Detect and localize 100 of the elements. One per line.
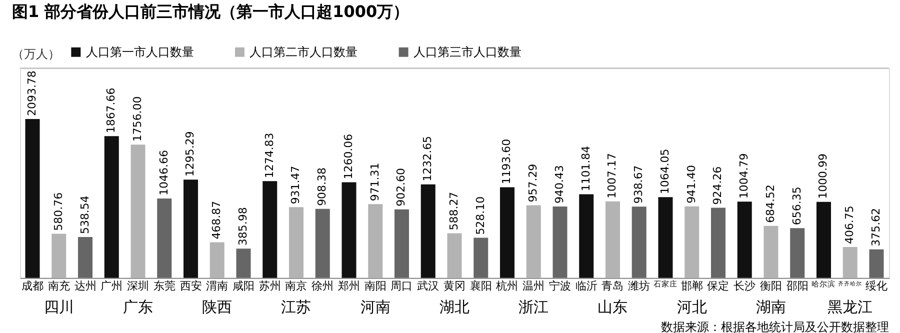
- data-label: 385.98: [236, 207, 250, 246]
- text: 河南: [360, 298, 390, 316]
- x-tick-label: 达州: [74, 279, 96, 292]
- x-tick-label: 南京: [285, 279, 308, 292]
- data-label: 941.40: [684, 165, 698, 204]
- data-label: 908.38: [316, 168, 329, 206]
- bar: [315, 208, 330, 278]
- data-label: 580.76: [52, 192, 65, 231]
- x-tick-label: 绥化: [865, 279, 888, 292]
- data-label: 656.35: [790, 186, 804, 226]
- data-label: 1193.60: [500, 138, 514, 184]
- text: 湖北: [439, 298, 470, 316]
- bar: [25, 118, 40, 278]
- x-tick-label: 广州: [100, 279, 123, 292]
- text: 山东: [598, 298, 628, 316]
- bar: [816, 202, 831, 278]
- bar: [500, 187, 514, 278]
- data-label: 1004.79: [738, 153, 751, 199]
- data-label: 538.54: [78, 196, 92, 234]
- bar: [262, 181, 278, 278]
- x-tick-label: 成都: [22, 279, 44, 292]
- data-label: 1007.17: [606, 153, 619, 198]
- text: 湖南: [756, 298, 786, 316]
- bar: [157, 198, 172, 278]
- chart-title: 图1 部分省份人口前三市情况（第一市人口超1000万）: [12, 2, 410, 22]
- bar: [184, 180, 198, 278]
- bar: [368, 204, 383, 278]
- data-label: 938.67: [632, 165, 646, 204]
- x-tick-label: 衡阳: [760, 279, 782, 292]
- text: 广东: [123, 298, 154, 316]
- x-tick-label: 黄冈: [443, 279, 466, 292]
- text: 黑龙江: [828, 298, 873, 316]
- data-label: 1046.66: [157, 150, 170, 196]
- x-tick-label: 西安: [180, 279, 202, 292]
- data-label: 1756.00: [131, 96, 144, 142]
- text: 四川: [44, 298, 74, 316]
- bar: [737, 202, 752, 278]
- data-label: 2093.78: [26, 70, 38, 116]
- x-tick-label: 临沂: [575, 279, 598, 292]
- bar: [420, 184, 436, 278]
- x-tick-label: 温州: [522, 279, 545, 292]
- data-label: 971.31: [368, 162, 382, 202]
- x-tick-label: 苏州: [258, 279, 281, 292]
- x-tick-label: 深圳: [127, 279, 150, 292]
- bar: [684, 206, 700, 278]
- bar: [658, 197, 673, 278]
- text: 河北: [676, 298, 707, 316]
- x-tick-label: 渭南: [206, 279, 228, 292]
- bar: [52, 234, 66, 278]
- x-tick-label: 保定: [707, 279, 730, 292]
- data-label: 1274.83: [262, 132, 276, 178]
- bar: [710, 208, 726, 278]
- bar: [842, 247, 858, 278]
- x-tick-label: 徐州: [312, 279, 334, 292]
- data-label: 1101.84: [579, 146, 592, 192]
- x-tick-label: 宁波: [548, 279, 571, 292]
- bar: [474, 238, 488, 278]
- data-label: 588.27: [447, 192, 460, 230]
- bar: [78, 237, 93, 278]
- x-tick-label: 邯郸: [680, 279, 703, 292]
- bar: [210, 242, 224, 278]
- x-tick-label: 长沙: [734, 279, 756, 292]
- legend-label: 人口第三市人口数量: [414, 45, 522, 60]
- source-note: 数据来源：根据各地统计局及公开数据整理: [661, 320, 890, 333]
- x-tick-label: 南充: [48, 279, 70, 292]
- data-label: 1867.66: [104, 88, 118, 134]
- x-tick-label: 东莞: [153, 279, 176, 292]
- bar: [579, 194, 594, 278]
- y-axis-title: （万人）: [12, 47, 60, 62]
- x-tick-label: 邵阳: [786, 279, 808, 292]
- data-label: 1232.65: [421, 136, 434, 182]
- x-tick-label: 南阳: [364, 279, 386, 292]
- data-label: 931.47: [289, 166, 302, 204]
- bar: [869, 249, 884, 278]
- bar: [764, 226, 778, 278]
- data-label: 528.10: [474, 196, 487, 235]
- x-tick-label: 周口: [390, 279, 413, 292]
- legend-label: 人口第二市人口数量: [250, 45, 358, 60]
- data-label: 940.43: [552, 165, 566, 204]
- text: 浙江: [518, 298, 549, 316]
- bar: [790, 228, 805, 278]
- data-label: 406.75: [843, 206, 856, 244]
- data-label: 1064.05: [658, 148, 672, 194]
- x-tick-label: 咸阳: [232, 279, 254, 292]
- bar: [632, 206, 646, 278]
- text: 陕西: [202, 298, 232, 316]
- x-tick-label: 青岛: [602, 279, 624, 292]
- bar: [236, 248, 251, 278]
- data-label: 1260.06: [342, 134, 355, 180]
- x-tick-label: 潍坊: [628, 279, 650, 292]
- legend-label: 人口第一市人口数量: [86, 45, 194, 60]
- text: 江苏: [281, 298, 312, 316]
- bar: [104, 136, 119, 278]
- data-label: 924.26: [711, 166, 724, 205]
- bar: [394, 209, 409, 278]
- x-tick-label: 杭州: [495, 279, 518, 292]
- bar: [342, 182, 356, 278]
- bar: [130, 144, 146, 278]
- data-label: 684.52: [764, 184, 777, 223]
- bar: [447, 233, 462, 278]
